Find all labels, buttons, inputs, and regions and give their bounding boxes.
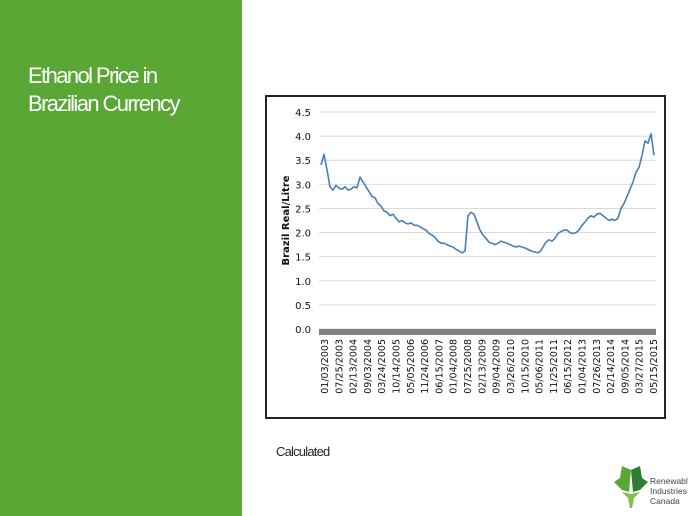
slide-title-line1: Ethanol Price in	[28, 63, 158, 88]
y-tick-label: 4.5	[295, 108, 311, 119]
x-tick-label: 10/15/2010	[520, 339, 531, 394]
y-tick-label: 3.0	[295, 180, 311, 191]
x-tick-label: 07/25/2003	[334, 339, 345, 394]
series-line	[320, 132, 655, 254]
x-tick-label: 09/05/2014	[620, 339, 631, 394]
logo	[612, 464, 688, 514]
chart-frame: 0.0 0.5 1.0 1.5 2.0 2.5 3.0 3.5 4.0 4.5 01/03/200…	[265, 95, 666, 419]
chart-source-caption: Calculated	[276, 444, 330, 459]
y-tick-label: 0.0	[295, 325, 311, 336]
x-tick-label: 02/14/2014	[606, 339, 617, 394]
x-tick-label: 01/04/2008	[449, 339, 460, 394]
y-tick-labels: 0.0 0.5 1.0 1.5 2.0 2.5 3.0 3.5 4.0 4.5	[295, 108, 311, 336]
x-tick-label: 05/05/2006	[406, 339, 417, 394]
x-tick-label: 01/04/2013	[577, 339, 588, 394]
y-tick-label: 3.5	[295, 156, 311, 167]
x-tick-label: 07/25/2008	[463, 339, 474, 394]
x-axis-band	[319, 329, 656, 335]
logo-text-line2: Industries	[650, 486, 687, 496]
x-tick-label: 11/24/2006	[420, 339, 431, 394]
y-tick-label: 1.0	[295, 277, 311, 288]
y-tick-label: 4.0	[295, 132, 311, 143]
logo-text-line1: Renewable	[650, 476, 688, 486]
y-axis-label: Brazil Real/Litre	[281, 175, 292, 265]
x-tick-label: 03/27/2015	[635, 339, 646, 394]
x-tick-label: 06/15/2012	[563, 339, 574, 394]
x-tick-label: 03/26/2010	[506, 339, 517, 394]
x-tick-label: 02/13/2009	[477, 339, 488, 394]
x-tick-label: 09/03/2004	[363, 339, 374, 394]
slide-title-line2: Brazilian Currency	[28, 91, 181, 116]
y-tick-label: 2.5	[295, 204, 311, 215]
y-tick-label: 1.5	[295, 253, 311, 264]
gridlines	[319, 111, 656, 330]
x-tick-label: 05/15/2015	[649, 339, 660, 394]
x-tick-label: 11/25/2011	[549, 339, 560, 394]
x-tick-label: 05/06/2011	[535, 339, 546, 394]
green-sidebar	[0, 0, 242, 516]
slide-title: Ethanol Price in Brazilian Currency	[28, 62, 238, 118]
x-tick-label: 07/26/2013	[592, 339, 603, 394]
y-tick-label: 2.0	[295, 229, 311, 240]
x-tick-label: 02/13/2004	[349, 339, 360, 394]
logo-text-line3: Canada	[650, 496, 680, 506]
x-tick-label: 09/04/2009	[492, 339, 503, 394]
maple-leaf-icon	[614, 466, 648, 508]
x-tick-label: 03/24/2005	[377, 339, 388, 394]
x-tick-label: 06/15/2007	[434, 339, 445, 394]
y-tick-label: 0.5	[295, 301, 311, 312]
ethanol-price-line-chart: 0.0 0.5 1.0 1.5 2.0 2.5 3.0 3.5 4.0 4.5 01/03/200…	[281, 108, 660, 394]
x-tick-labels: 01/03/2003 07/25/2003 02/13/2004 09/03/2004…	[320, 339, 660, 394]
x-tick-label: 10/14/2005	[392, 339, 403, 394]
x-tick-label: 01/03/2003	[320, 339, 331, 394]
logo-text: Renewable Industries Canada	[650, 476, 688, 506]
